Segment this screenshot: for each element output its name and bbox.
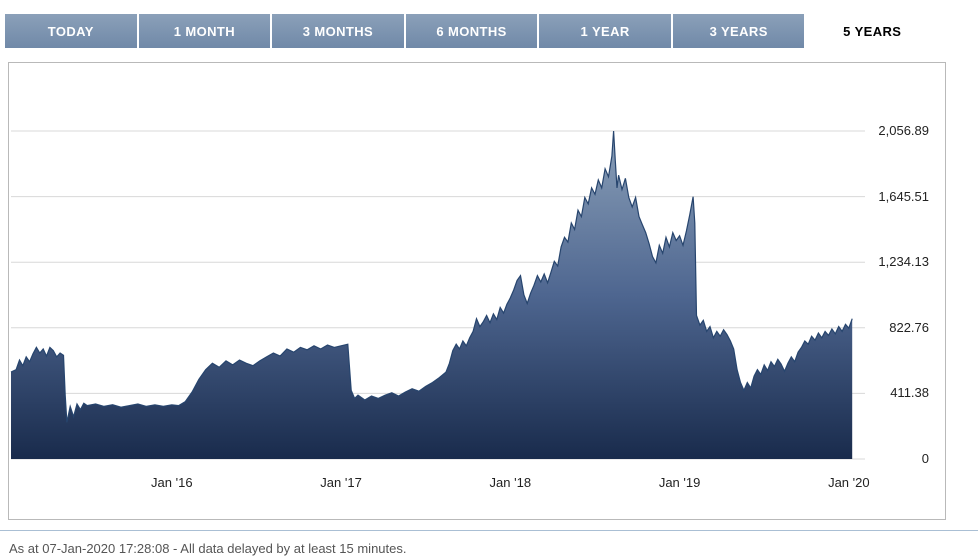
y-tick-label: 0	[921, 451, 929, 466]
tab-today[interactable]: TODAY	[5, 14, 139, 48]
chart-card: 2,056.89 1,645.51 1,234.13 822.76 411.38…	[8, 62, 946, 520]
tab-3-years[interactable]: 3 YEARS	[672, 14, 807, 48]
x-tick-label: Jan '18	[489, 475, 532, 490]
tab-1-month[interactable]: 1 MONTH	[138, 14, 273, 48]
x-tick-label: Jan '20	[828, 475, 870, 490]
y-tick-label: 1,234.13	[878, 254, 929, 270]
y-tick-label: 1,645.51	[878, 188, 929, 204]
time-range-tabbar: TODAY 1 MONTH 3 MONTHS 6 MONTHS 1 YEAR 3…	[5, 14, 939, 48]
data-delay-note: As at 07-Jan-2020 17:28:08 - All data de…	[0, 530, 978, 556]
tab-1-year[interactable]: 1 YEAR	[539, 14, 673, 48]
tab-6-months[interactable]: 6 MONTHS	[405, 14, 540, 48]
y-tick-label: 2,056.89	[878, 123, 929, 138]
price-area-chart[interactable]	[9, 63, 945, 519]
y-tick-label: 411.38	[890, 385, 929, 401]
y-tick-label: 822.76	[889, 319, 929, 335]
tab-3-months[interactable]: 3 MONTHS	[272, 14, 406, 48]
x-tick-label: Jan '16	[151, 475, 193, 490]
x-tick-label: Jan '17	[320, 475, 362, 490]
x-tick-label: Jan '19	[658, 475, 701, 490]
tab-5-years[interactable]: 5 YEARS	[806, 14, 939, 48]
